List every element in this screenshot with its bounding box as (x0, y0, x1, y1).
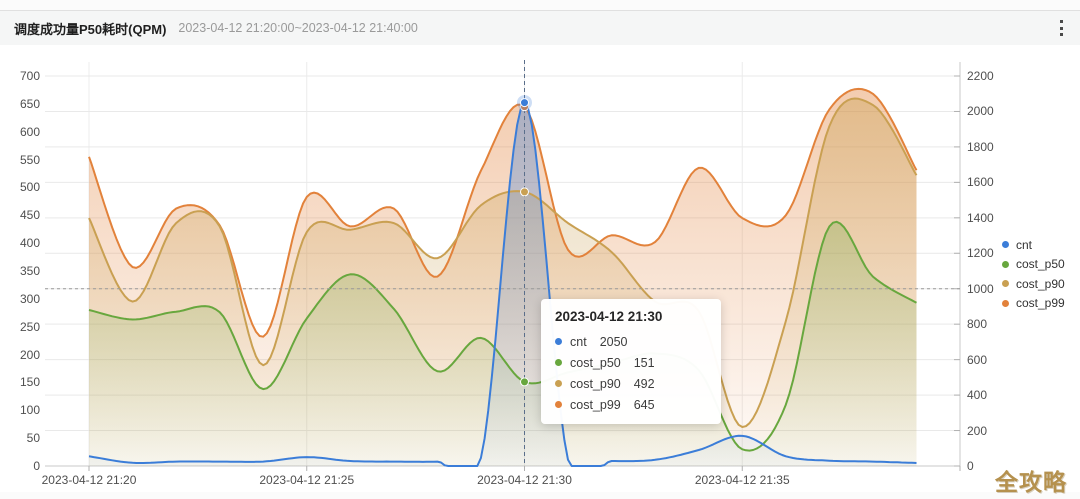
tooltip-series-value: 645 (633, 397, 655, 412)
legend-label: cnt (1016, 237, 1033, 252)
y-axis-right-label: 600 (967, 352, 988, 367)
series-cnt-area (89, 102, 917, 466)
x-axis-label: 2023-04-12 21:30 (477, 473, 572, 487)
y-axis-left-label: 0 (33, 459, 40, 473)
legend-label: cost_p50 (1016, 257, 1065, 272)
y-axis-right-label: 1200 (967, 246, 994, 261)
header-divider (0, 10, 1080, 11)
tooltip-dot-icon (555, 338, 562, 345)
y-axis-left-label: 550 (19, 152, 40, 167)
y-axis-left-label: 100 (19, 403, 40, 418)
tooltip-row-cnt: cnt 2050 (555, 331, 707, 352)
y-axis-left-label: 50 (26, 431, 40, 446)
series-cost_p99-line (88, 87, 918, 338)
y-axis-left-label: 450 (19, 208, 40, 223)
tooltip-row-cost_p90: cost_p90 492 (555, 373, 707, 394)
legend-dot-icon (1002, 260, 1009, 268)
legend-item-cost_p99[interactable]: cost_p99 (1002, 294, 1065, 314)
y-axis-left-label: 650 (19, 96, 40, 111)
y-axis-right-label: 1600 (967, 175, 994, 190)
tooltip-dot-icon (555, 359, 562, 366)
panel-subtitle: 2023-04-12 21:20:00~2023-04-12 21:40:00 (178, 21, 418, 35)
panel-title: 调度成功量P50耗时(QPM) (14, 21, 167, 37)
y-axis-left-label: 600 (19, 124, 40, 139)
y-axis-right-label: 1000 (967, 281, 994, 296)
chart-tooltip: 2023-04-12 21:30 cnt 2050 cost_p50 151 cost_… (541, 299, 721, 424)
y-axis-right-label: 400 (967, 388, 988, 403)
tooltip-series-name: cnt (570, 334, 587, 349)
y-axis-right-label: 800 (967, 317, 988, 332)
y-axis-left-label: 500 (19, 180, 40, 195)
x-axis-label: 2023-04-12 21:20 (41, 473, 137, 487)
y-axis-right-label: 0 (967, 459, 974, 473)
tooltip-row-cost_p50: cost_p50 151 (555, 352, 707, 373)
y-axis-left-label: 150 (19, 375, 40, 390)
series-cnt-line (88, 101, 917, 467)
x-axis-label: 2023-04-12 21:35 (694, 473, 790, 487)
tooltip-series-name: cost_p50 (570, 355, 621, 370)
kebab-menu-button[interactable] (1050, 16, 1072, 40)
y-axis-right-label: 1800 (967, 139, 994, 154)
tooltip-dot-icon (555, 401, 562, 408)
y-axis-right-label: 1400 (967, 210, 994, 225)
y-axis-left-label: 400 (19, 236, 40, 251)
legend-item-cost_p90[interactable]: cost_p90 (1002, 274, 1065, 294)
kebab-menu-icon (1059, 26, 1063, 30)
kebab-menu-icon (1059, 32, 1063, 36)
legend-label: cost_p90 (1016, 276, 1065, 291)
legend-dot-icon (1002, 299, 1009, 307)
series-cost_p90-line (88, 97, 918, 428)
y-axis-left-label: 250 (19, 319, 40, 334)
y-axis-left-label: 300 (19, 291, 40, 306)
series-cost_p50-line (88, 220, 917, 452)
y-axis-left-label: 350 (19, 264, 40, 278)
legend-item-cost_p50[interactable]: cost_p50 (1002, 255, 1065, 275)
panel-header: 调度成功量P50耗时(QPM) 2023-04-12 21:20:00~2023… (0, 11, 1080, 45)
legend-dot-icon (1002, 280, 1009, 288)
y-axis-right-label: 2200 (967, 69, 994, 83)
tooltip-title: 2023-04-12 21:30 (555, 309, 663, 324)
tooltip-series-name: cost_p99 (570, 397, 621, 412)
chart-legend: cnt cost_p50 cost_p90 cost_p99 (1002, 235, 1065, 313)
marker-cost_p90 (520, 187, 529, 197)
tooltip-series-value: 151 (633, 355, 655, 370)
legend-dot-icon (1002, 241, 1009, 249)
legend-label: cost_p99 (1016, 296, 1065, 311)
marker-cnt (520, 98, 529, 108)
y-axis-right-label: 2000 (967, 104, 994, 119)
tooltip-dot-icon (555, 380, 562, 387)
watermark-text: 全攻略 (995, 469, 1067, 495)
marker-cost_p50 (520, 377, 529, 387)
legend-item-cnt[interactable]: cnt (1002, 235, 1065, 255)
kebab-menu-icon (1059, 20, 1063, 24)
tooltip-row-cost_p99: cost_p99 645 (555, 394, 707, 415)
y-axis-left-label: 200 (19, 347, 40, 362)
tooltip-series-name: cost_p90 (570, 376, 621, 391)
y-axis-right-label: 200 (967, 423, 988, 438)
tooltip-series-value: 2050 (599, 334, 628, 349)
y-axis-left-label: 700 (19, 69, 40, 83)
tooltip-series-value: 492 (633, 376, 655, 391)
x-axis-label: 2023-04-12 21:25 (259, 473, 355, 487)
